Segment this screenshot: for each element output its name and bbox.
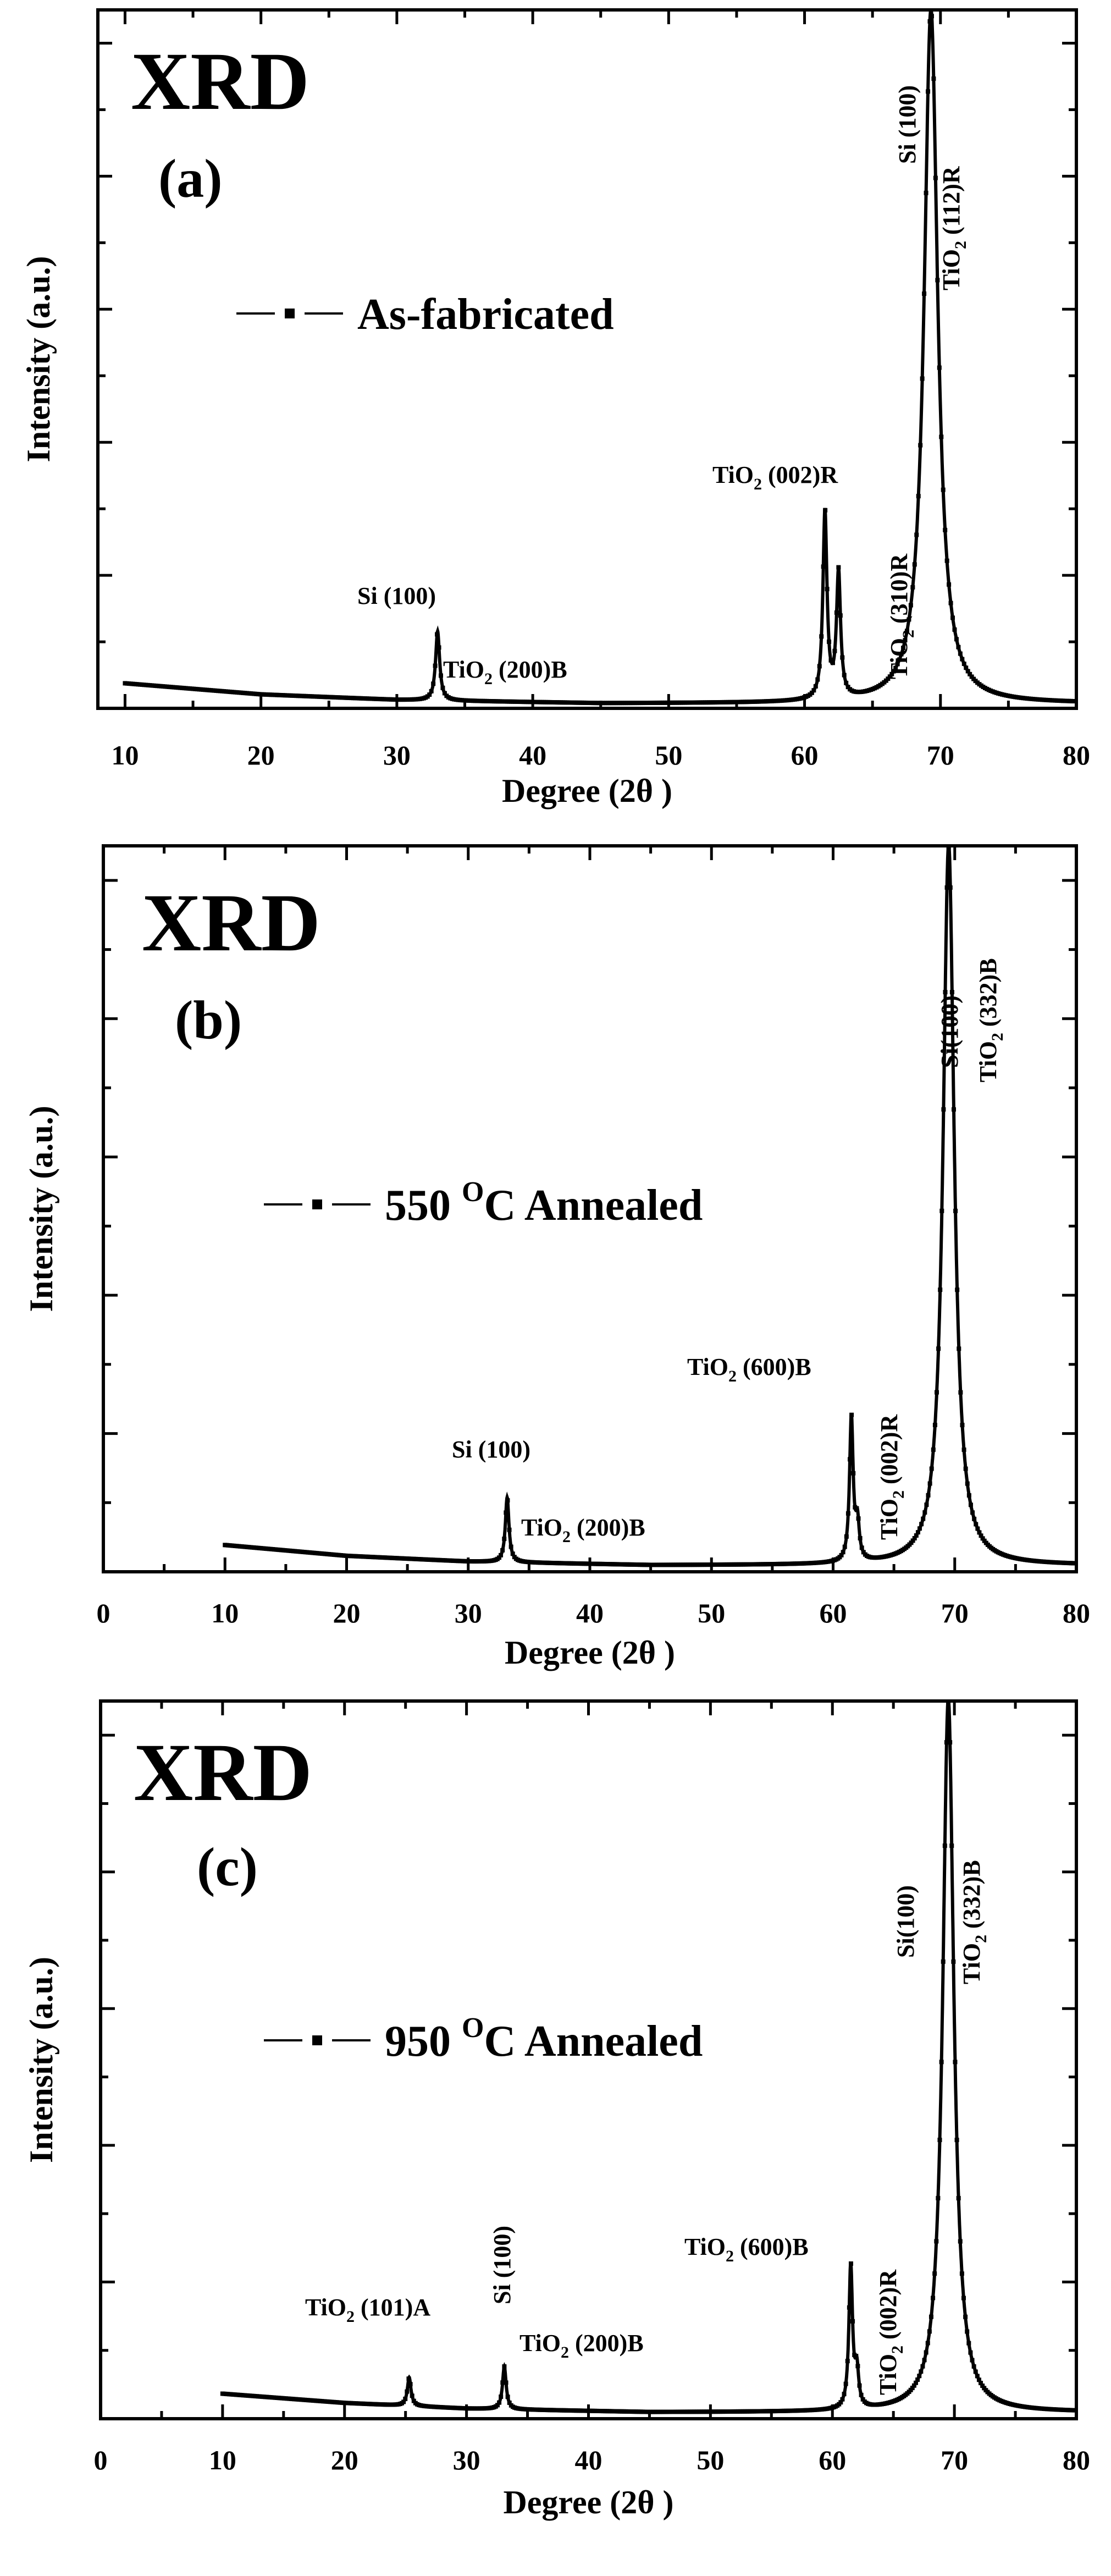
x-tick-label: 10 <box>209 2445 236 2475</box>
x-tick-label: 80 <box>1063 740 1090 770</box>
xrd-panel-a: 10 20 30 40 50 60 70 80 Degree (2θ ) Intensity (a… <box>20 8 1090 809</box>
x-tick-label: 10 <box>211 1598 239 1628</box>
peak-annotation: TiO2 (002)R <box>875 2269 907 2395</box>
peak-annotation: TiO2 (310)R <box>886 553 917 679</box>
peak-annotation: Si(100) <box>936 995 963 1068</box>
y-axis-label: Intensity (a.u.) <box>20 256 57 462</box>
x-tick-label: 50 <box>655 740 682 770</box>
xrd-panel-c: 0 10 20 30 40 50 60 70 80 Degree (2θ ) Intensity (… <box>23 1699 1090 2520</box>
peak-annotation: Si (100) <box>357 582 436 609</box>
data-series-markers <box>223 845 1077 1567</box>
x-tick-label: 80 <box>1063 1598 1090 1628</box>
x-tick-label: 80 <box>1063 2445 1090 2475</box>
peak-annotation: TiO2 (002)R <box>712 461 838 493</box>
panel-label: (a) <box>158 148 223 209</box>
x-tick-label: 20 <box>333 1598 361 1628</box>
x-tick-label: 60 <box>820 1598 847 1628</box>
x-tick-label: 20 <box>247 740 275 770</box>
plot-frame <box>96 8 1078 710</box>
legend-label: 950 OC Annealed <box>385 2012 703 2066</box>
x-tick-label: 40 <box>576 1598 604 1628</box>
peak-annotation: TiO2 (112)R <box>938 166 970 290</box>
data-series-markers <box>220 1700 1077 2414</box>
peak-annotation: Si (100) <box>452 1436 530 1463</box>
legend-label: As-fabricated <box>357 290 614 339</box>
x-tick-label: 70 <box>927 740 954 770</box>
x-tick-label: 30 <box>383 740 411 770</box>
x-tick-label: 40 <box>575 2445 603 2475</box>
panel-label: (b) <box>175 989 242 1050</box>
x-tick-label: 0 <box>94 2445 108 2475</box>
peak-annotation: TiO2 (600)B <box>687 1353 811 1385</box>
peak-annotation: Si (100) <box>489 2226 516 2304</box>
peak-annotation: TiO2 (200)B <box>519 2330 644 2362</box>
x-tick-label: 10 <box>111 740 139 770</box>
x-tick-label: 70 <box>941 1598 969 1628</box>
x-axis-label: Degree (2θ ) <box>503 2484 673 2520</box>
x-tick-label: 20 <box>331 2445 358 2475</box>
peak-annotation: TiO2 (002)R <box>876 1414 908 1540</box>
peak-annotation: TiO2 (200)B <box>443 656 567 688</box>
legend-label: 550 OC Annealed <box>385 1176 703 1230</box>
y-axis-label: Intensity (a.u.) <box>23 1105 59 1312</box>
x-tick-label: 70 <box>941 2445 968 2475</box>
x-tick-label: 40 <box>519 740 546 770</box>
chart-title: XRD <box>131 36 309 127</box>
x-tick-label: 30 <box>455 1598 482 1628</box>
xrd-panel-b: 0 10 20 30 40 50 60 70 80 Degree (2θ ) Intensity (… <box>23 844 1090 1671</box>
peak-annotation: Si(100) <box>892 1885 919 1958</box>
peak-annotation: TiO2 (332)B <box>975 958 1007 1082</box>
y-axis-label: Intensity (a.u.) <box>23 1957 59 2163</box>
x-tick-label: 60 <box>791 740 819 770</box>
x-tick-label: 30 <box>453 2445 480 2475</box>
peak-annotation: TiO2 (101)A <box>305 2294 430 2326</box>
chart-title: XRD <box>134 1727 312 1818</box>
panel-label: (c) <box>197 1836 258 1897</box>
peak-annotation: Si (100) <box>894 85 921 164</box>
legend: 550 OC Annealed <box>264 1176 703 1230</box>
chart-title: XRD <box>142 877 320 968</box>
x-tick-label: 60 <box>819 2445 846 2475</box>
legend: 950 OC Annealed <box>264 2012 703 2066</box>
x-axis-label: Degree (2θ ) <box>505 1634 675 1671</box>
x-axis-label: Degree (2θ ) <box>502 773 672 809</box>
x-tick-label: 50 <box>698 1598 725 1628</box>
peak-annotation: TiO2 (600)B <box>684 2233 809 2265</box>
legend: As-fabricated <box>236 290 614 339</box>
peak-annotation: TiO2 (332)B <box>958 1860 990 1984</box>
x-tick-label: 0 <box>97 1598 110 1628</box>
x-tick-label: 50 <box>697 2445 724 2475</box>
data-series-markers <box>123 14 1077 706</box>
peak-annotation: TiO2 (200)B <box>521 1514 645 1546</box>
